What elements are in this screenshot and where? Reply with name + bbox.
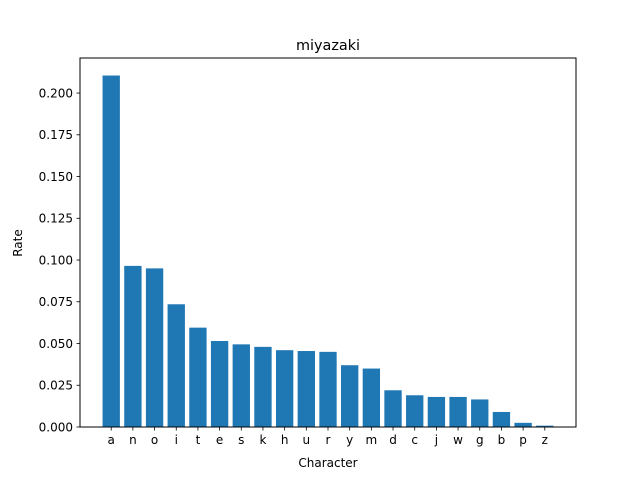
- x-tick-label-n: n: [129, 433, 137, 447]
- bar-u: [297, 351, 315, 427]
- x-tick-label-j: j: [434, 433, 438, 447]
- bar-w: [449, 396, 467, 427]
- x-tick-label-y: y: [346, 433, 353, 447]
- x-tick-label-w: w: [453, 433, 463, 447]
- bar-h: [275, 350, 294, 427]
- bar-s: [232, 344, 250, 427]
- bar-m: [362, 368, 381, 427]
- x-tick-label-k: k: [259, 433, 266, 447]
- x-tick-label-z: z: [542, 433, 548, 447]
- x-tick-label-r: r: [326, 433, 331, 447]
- y-tick-label: 0.125: [39, 212, 73, 226]
- bar-g: [471, 399, 489, 427]
- bar-r: [319, 351, 337, 427]
- chart-title: miyazaki: [296, 38, 360, 54]
- x-axis-title: Character: [298, 456, 357, 470]
- bar-d: [384, 390, 402, 427]
- bar-e: [210, 341, 229, 427]
- y-tick-label: 0.075: [39, 295, 73, 309]
- y-tick-label: 0.200: [39, 86, 73, 100]
- x-tick-label-t: t: [196, 433, 201, 447]
- bar-p: [514, 422, 532, 427]
- bars-layer: [102, 75, 554, 427]
- x-tick-label-b: b: [498, 433, 506, 447]
- x-tick-label-c: c: [411, 433, 418, 447]
- y-tick-label: 0.100: [39, 253, 73, 267]
- x-tick-label-u: u: [303, 433, 311, 447]
- y-tick-label: 0.050: [39, 337, 73, 351]
- x-tick-label-g: g: [476, 433, 484, 447]
- x-tick-label-s: s: [238, 433, 244, 447]
- plot-area-frame: [79, 57, 577, 428]
- bar-j: [427, 396, 446, 427]
- y-axis: 0.000 0.025 0.050 0.075 0.100 0.125 0.150 0.175…: [39, 86, 80, 434]
- x-tick-label-o: o: [151, 433, 158, 447]
- y-axis-title: Rate: [11, 229, 25, 257]
- x-tick-label-d: d: [389, 433, 397, 447]
- x-tick-label-e: e: [216, 433, 223, 447]
- bar-k: [254, 346, 272, 427]
- bar-a: [102, 75, 120, 427]
- bar-i: [167, 304, 185, 427]
- bar-z: [536, 425, 554, 427]
- bar-c: [406, 395, 424, 427]
- x-tick-label-m: m: [366, 433, 378, 447]
- x-tick-label-h: h: [281, 433, 289, 447]
- x-tick-label-i: i: [175, 433, 178, 447]
- x-tick-label-p: p: [519, 433, 527, 447]
- y-tick-label: 0.025: [39, 379, 73, 393]
- bar-y: [341, 365, 359, 427]
- y-tick-label: 0.000: [39, 420, 73, 434]
- y-tick-label: 0.150: [39, 170, 73, 184]
- bar-b: [492, 411, 511, 427]
- bar-o: [145, 268, 164, 427]
- y-tick-label: 0.175: [39, 128, 73, 142]
- bar-n: [124, 265, 142, 427]
- x-tick-label-a: a: [108, 433, 115, 447]
- bar-t: [189, 327, 207, 427]
